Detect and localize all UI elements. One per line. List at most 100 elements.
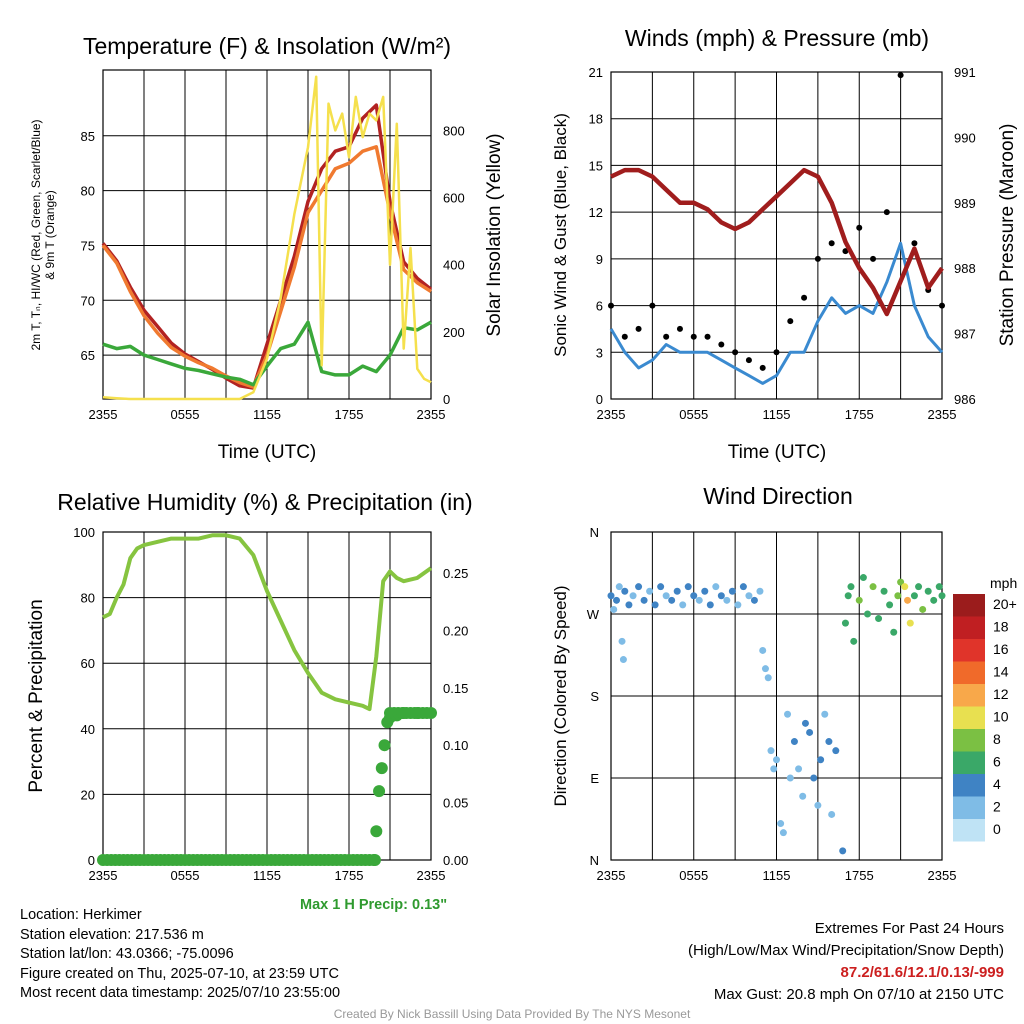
gust-point bbox=[608, 302, 614, 309]
direction-point bbox=[621, 587, 629, 595]
colorbar-label: 12 bbox=[993, 686, 1009, 702]
y-tick-label: 85 bbox=[81, 129, 95, 144]
direction-point bbox=[651, 601, 659, 609]
y2-tick-label: 0.15 bbox=[443, 681, 468, 696]
direction-point bbox=[850, 637, 858, 645]
x-tick-label: 0555 bbox=[171, 868, 200, 883]
direction-point bbox=[935, 583, 943, 591]
y2-tick-label: 989 bbox=[954, 196, 976, 211]
direction-point bbox=[635, 583, 643, 591]
precip-point bbox=[375, 762, 388, 775]
series-line bbox=[610, 167, 944, 317]
x-tick-label: 1155 bbox=[763, 407, 791, 422]
direction-point bbox=[717, 592, 725, 600]
direction-point bbox=[841, 619, 849, 627]
plot-frame bbox=[102, 69, 432, 400]
extremes-legend: (High/Low/Max Wind/Precipitation/Snow De… bbox=[688, 942, 1004, 959]
direction-point bbox=[790, 738, 798, 746]
y2-tick-label: 600 bbox=[443, 191, 465, 206]
extremes-title: Extremes For Past 24 Hours bbox=[814, 920, 1004, 937]
series-line bbox=[102, 320, 432, 387]
y-tick-label: E bbox=[590, 771, 599, 786]
direction-point bbox=[810, 774, 818, 782]
x-tick-label: 1755 bbox=[845, 407, 874, 422]
x-tick-label: 0555 bbox=[679, 868, 708, 883]
y2-tick-label: 400 bbox=[443, 258, 465, 273]
colorbar-label: 20+ bbox=[993, 596, 1017, 612]
direction-point bbox=[890, 628, 898, 636]
y-axis-label: Percent & Precipitation bbox=[26, 599, 47, 792]
colorbar-label: 2 bbox=[993, 799, 1001, 815]
y-tick-label: 0 bbox=[596, 392, 603, 407]
gust-point bbox=[911, 240, 918, 247]
y2-tick-label: 990 bbox=[954, 130, 976, 145]
gust-point bbox=[897, 72, 904, 79]
direction-point bbox=[839, 847, 847, 855]
colorbar-swatch bbox=[953, 684, 985, 707]
direction-point bbox=[756, 587, 764, 595]
direction-point bbox=[938, 592, 946, 600]
gust-point bbox=[663, 333, 670, 340]
gust-point bbox=[828, 240, 835, 247]
direction-point bbox=[679, 601, 687, 609]
colorbar-label: 14 bbox=[993, 664, 1009, 680]
y-tick-label: 20 bbox=[81, 787, 95, 802]
direction-point bbox=[828, 810, 836, 818]
direction-point bbox=[764, 674, 772, 682]
direction-point bbox=[786, 774, 794, 782]
direction-point bbox=[734, 601, 742, 609]
gust-point bbox=[814, 255, 821, 262]
direction-point bbox=[728, 587, 736, 595]
y-tick-label: 75 bbox=[81, 238, 95, 253]
colorbar-label: 18 bbox=[993, 619, 1009, 635]
y2-tick-label: 991 bbox=[954, 65, 976, 80]
direction-point bbox=[646, 587, 654, 595]
precip-point bbox=[420, 707, 433, 720]
precip-point bbox=[378, 739, 391, 752]
gust-point bbox=[704, 333, 711, 340]
recent-timestamp: Most recent data timestamp: 2025/07/10 2… bbox=[20, 985, 341, 1001]
x-tick-label: 0555 bbox=[171, 407, 200, 422]
y2-tick-label: 0.10 bbox=[443, 738, 468, 753]
x-tick-label: 2355 bbox=[417, 868, 446, 883]
y-tick-label: 40 bbox=[81, 722, 95, 737]
chart-title: Wind Direction bbox=[703, 483, 853, 509]
direction-point bbox=[625, 601, 633, 609]
direction-point bbox=[690, 592, 698, 600]
y-tick-label: 60 bbox=[81, 656, 95, 671]
direction-point bbox=[919, 605, 927, 613]
y-tick-label: 100 bbox=[73, 525, 95, 540]
colorbar-label: 6 bbox=[993, 754, 1001, 770]
station-info: Location: Herkimer Station elevation: 21… bbox=[20, 906, 340, 1004]
direction-point bbox=[904, 596, 912, 604]
series-line bbox=[101, 103, 433, 390]
direction-point bbox=[817, 756, 825, 764]
colorbar-label: 16 bbox=[993, 641, 1009, 657]
y-tick-label: 21 bbox=[589, 65, 603, 80]
colorbar-label: 8 bbox=[993, 731, 1001, 747]
gust-point bbox=[718, 341, 725, 348]
direction-point bbox=[847, 583, 855, 591]
x-tick-label: 1755 bbox=[335, 407, 364, 422]
colorbar-label: 4 bbox=[993, 776, 1001, 792]
direction-point bbox=[684, 583, 692, 591]
direction-point bbox=[668, 596, 676, 604]
y-tick-label: 18 bbox=[589, 112, 603, 127]
direction-point bbox=[745, 592, 753, 600]
direction-point bbox=[910, 592, 918, 600]
direction-point bbox=[767, 747, 775, 755]
gust-point bbox=[635, 325, 642, 332]
y2-tick-label: 800 bbox=[443, 123, 465, 138]
direction-point bbox=[875, 615, 883, 623]
colorbar-swatch bbox=[953, 639, 985, 662]
series-line bbox=[609, 241, 944, 385]
y-axis-label: Direction (Colored By Speed) bbox=[551, 585, 570, 806]
y-tick-label: 15 bbox=[589, 158, 603, 173]
wind-panel: 2355 0555 1155 1755 235503691215182198698798… bbox=[551, 25, 1018, 463]
direction-point bbox=[610, 605, 618, 613]
direction-point bbox=[915, 583, 923, 591]
direction-point bbox=[779, 829, 787, 837]
direction-point bbox=[906, 619, 914, 627]
station-location: Location: Herkimer bbox=[20, 907, 142, 923]
